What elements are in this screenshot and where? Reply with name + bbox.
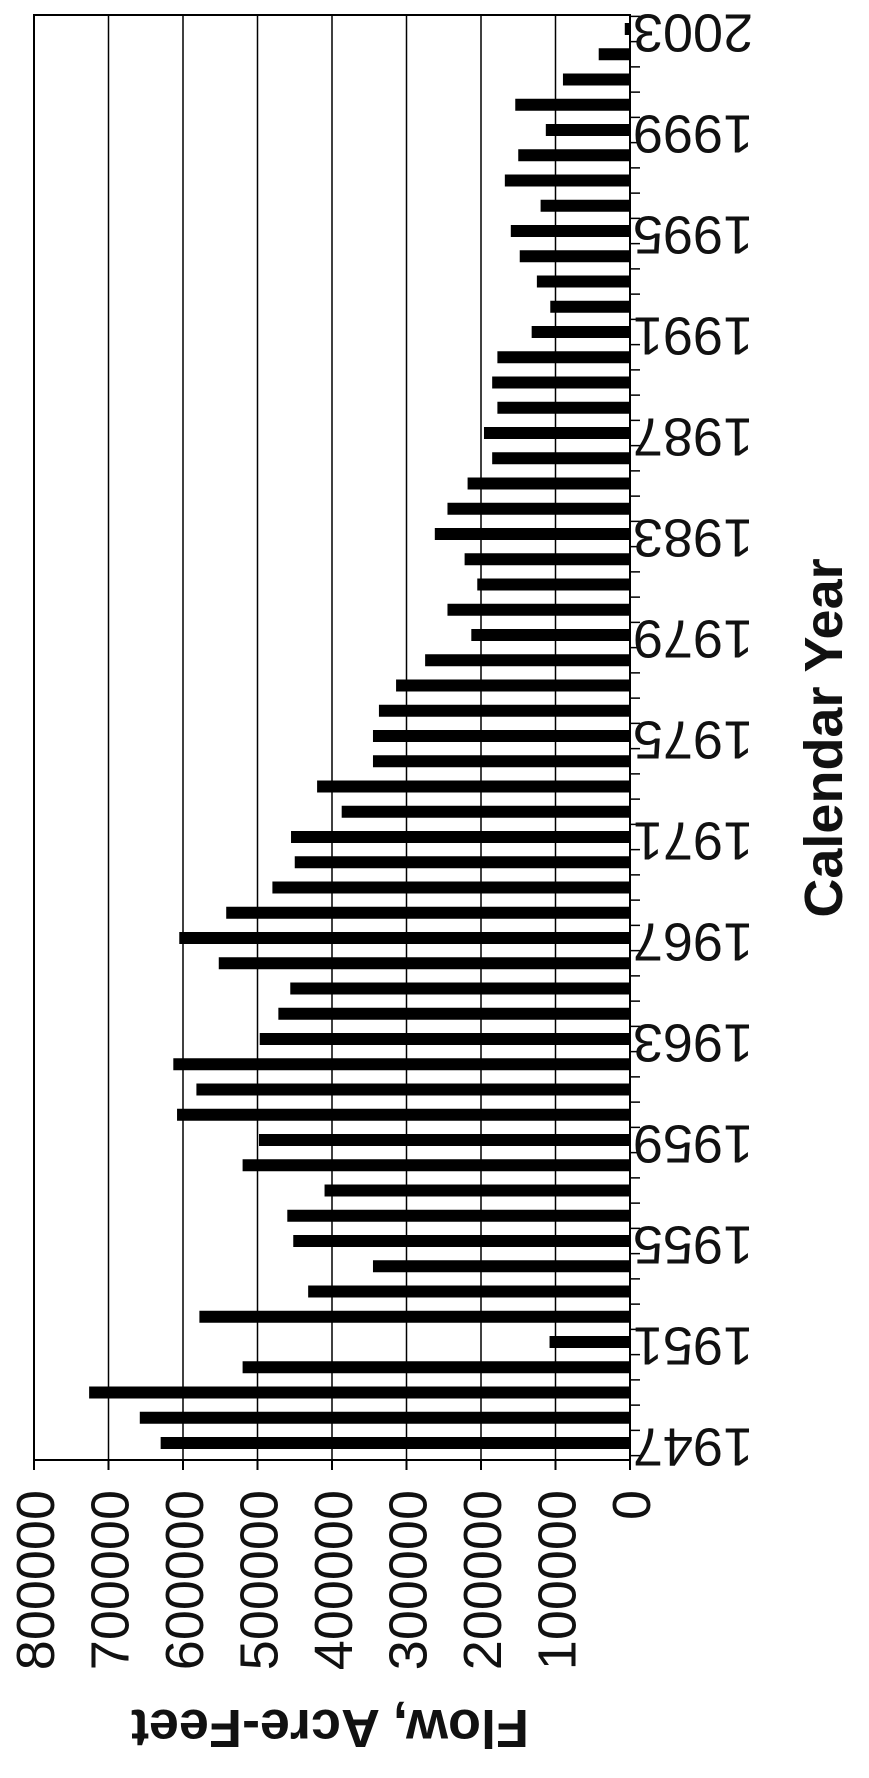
- bar: [259, 1033, 630, 1045]
- bar: [425, 654, 630, 667]
- bar: [242, 1361, 630, 1374]
- category-tick-label: 1955: [633, 1215, 753, 1275]
- bar: [160, 1437, 630, 1449]
- bar: [492, 376, 630, 389]
- bar: [294, 856, 630, 869]
- bar: [492, 452, 630, 465]
- bar: [497, 401, 630, 414]
- bar: [177, 1108, 631, 1121]
- bar: [483, 427, 630, 439]
- bar: [372, 755, 630, 768]
- bar: [173, 1058, 630, 1071]
- value-axis: 0 100000200000300000400000500000600000700…: [6, 1460, 662, 1670]
- category-tick-label: 1999: [633, 104, 753, 164]
- category-tick-label: 1947: [633, 1417, 753, 1477]
- bar: [471, 629, 630, 641]
- bar: [372, 730, 630, 742]
- value-tick-label: 500000: [230, 1490, 290, 1670]
- bar: [447, 603, 630, 616]
- bar: [464, 553, 630, 566]
- bar: [447, 502, 630, 515]
- bar: [291, 831, 630, 843]
- bar: [341, 805, 630, 818]
- bar: [308, 1285, 630, 1298]
- bar: [549, 1336, 630, 1348]
- bar: [293, 1235, 630, 1247]
- bar: [531, 326, 630, 338]
- category-tick-label: 2003: [633, 3, 753, 63]
- bar: [518, 149, 630, 162]
- bar: [510, 225, 630, 237]
- value-tick-label: 400000: [304, 1490, 364, 1670]
- bar: [536, 275, 630, 288]
- bar: [317, 780, 630, 793]
- bar: [545, 124, 630, 136]
- category-tick-label: 1991: [633, 306, 753, 366]
- bar: [562, 73, 630, 86]
- y-axis-title: Flow, Acre-Feet: [131, 1698, 529, 1758]
- category-tick-label: 1959: [633, 1114, 753, 1174]
- x-axis-title: Calendar Year: [794, 558, 854, 917]
- bar: [278, 1007, 630, 1020]
- bar: [290, 982, 630, 995]
- bar: [598, 48, 630, 61]
- bar: [515, 98, 630, 111]
- bar: [378, 704, 630, 717]
- category-tick-label: 1951: [633, 1316, 753, 1376]
- bar: [624, 23, 630, 35]
- bar: [519, 250, 630, 263]
- bar: [287, 1209, 630, 1222]
- bar: [504, 174, 630, 187]
- category-axis: 1947 1951 1955 1959 1963 1967 1971 1975 1979 1983…: [630, 3, 753, 1477]
- category-tick-label: 1967: [633, 912, 753, 972]
- bar: [540, 199, 630, 212]
- bar: [89, 1386, 630, 1399]
- bar: [196, 1083, 630, 1096]
- value-tick-label: 100000: [528, 1490, 588, 1670]
- value-tick-label: 300000: [379, 1490, 439, 1670]
- category-tick-label: 1983: [633, 508, 753, 568]
- bar: [324, 1184, 630, 1197]
- bar: [497, 351, 630, 364]
- bar: [372, 1260, 630, 1273]
- category-tick-label: 1995: [633, 205, 753, 265]
- category-tick-label: 1979: [633, 609, 753, 669]
- value-tick-label: 0: [602, 1490, 662, 1520]
- bar: [550, 300, 630, 313]
- bar: [467, 477, 630, 490]
- bar: [396, 679, 630, 692]
- value-tick-label: 200000: [453, 1490, 513, 1670]
- value-tick-label: 600000: [155, 1490, 215, 1670]
- bar: [242, 1159, 630, 1172]
- bar: [179, 932, 630, 944]
- bar: [434, 528, 630, 540]
- bar: [477, 578, 630, 591]
- bars: [89, 23, 631, 1449]
- category-tick-label: 1971: [633, 811, 753, 871]
- bar: [226, 906, 630, 919]
- value-tick-label: 800000: [6, 1490, 66, 1670]
- bar: [258, 1134, 630, 1146]
- bar: [199, 1310, 630, 1323]
- value-tick-label: 700000: [81, 1490, 141, 1670]
- bar: [139, 1411, 631, 1424]
- category-tick-label: 1975: [633, 710, 753, 770]
- category-tick-label: 1987: [633, 407, 753, 467]
- bar: [272, 881, 630, 894]
- category-tick-label: 1963: [633, 1013, 753, 1073]
- bar: [218, 957, 630, 970]
